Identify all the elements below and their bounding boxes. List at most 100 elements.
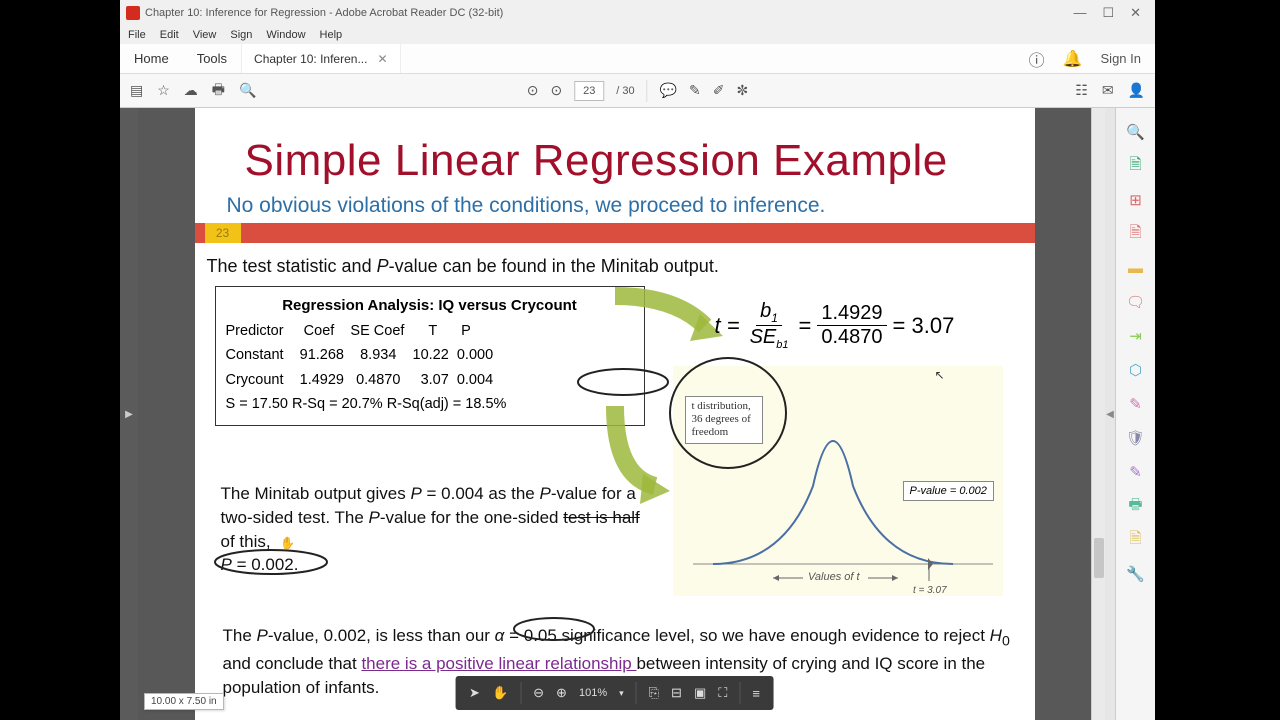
erase-icon[interactable]: ✐ — [713, 82, 725, 99]
regression-output-box: Regression Analysis: IQ versus Crycount … — [215, 286, 645, 426]
hand-tool-icon[interactable]: ✋ — [492, 685, 508, 701]
fit-visible-icon[interactable]: ▣ — [694, 685, 706, 701]
comment-icon[interactable]: 💬 — [660, 82, 677, 99]
menu-bar: File Edit View Sign Window Help — [120, 26, 1155, 44]
notification-icon[interactable]: 🔔 — [1063, 49, 1083, 69]
minimize-button[interactable]: — — [1073, 5, 1086, 21]
create-pdf-icon[interactable]: 🗎 — [1126, 224, 1146, 244]
scroll-thumb[interactable] — [1094, 538, 1104, 578]
help-icon[interactable]: ⓘ — [1029, 47, 1045, 71]
toolbar-center: ⊙ ⊙ 23 / 30 💬 ✎ ✐ ✼ — [527, 80, 748, 102]
print-icon[interactable]: 🖶 — [212, 79, 225, 103]
organize-pages-icon[interactable]: ⇥ — [1126, 326, 1146, 346]
share-icon[interactable]: ☷ — [1075, 82, 1088, 99]
fit-page-icon[interactable]: ⎘ — [649, 685, 659, 701]
tab-bar: Home Tools Chapter 10: Inferen... ✕ ⓘ 🔔 … — [120, 44, 1155, 74]
title-bar: Chapter 10: Inference for Regression - A… — [120, 0, 1155, 26]
vertical-scrollbar[interactable] — [1091, 108, 1105, 720]
tab-document[interactable]: Chapter 10: Inferen... ✕ — [241, 44, 400, 73]
cloud-icon[interactable]: ☁ — [184, 82, 198, 99]
page-down-icon[interactable]: ⊙ — [551, 82, 563, 99]
chart-note-pvalue: P-value = 0.002 — [903, 481, 994, 501]
floating-view-toolbar: ➤ ✋ ⊖ ⊕ 101% ▾ ⎘ ⊟ ▣ ⛶ ≡ — [455, 676, 774, 710]
acrobat-window: Chapter 10: Inference for Regression - A… — [120, 0, 1155, 720]
protect-icon[interactable]: 🛡 — [1126, 428, 1146, 448]
tab-close-icon[interactable]: ✕ — [377, 52, 387, 66]
menu-sign[interactable]: Sign — [230, 29, 252, 41]
right-tools-panel: 🔍 🗎 ⊞ 🗎 ▬ 🗨 ⇥ ⬡ ✎ 🛡 ✎ 🖶 🗎 🔧 — [1115, 108, 1155, 720]
circle-annotation-alpha — [511, 616, 601, 644]
combine-files-icon[interactable]: 🗨 — [1126, 292, 1146, 312]
t-statistic-formula: t = b1 SEb1 = 1.4929 0.4870 = 3.07 — [715, 300, 955, 351]
red-band — [195, 223, 1035, 243]
page-dimensions-label: 10.00 x 7.50 in — [144, 693, 224, 710]
send-print-icon[interactable]: 🖶 — [1126, 496, 1146, 516]
left-gutter[interactable]: ▶ — [120, 108, 138, 720]
more-tools-icon[interactable]: 🔧 — [1126, 564, 1146, 584]
content-area: ▶ Simple Linear Regression Example No ob… — [120, 108, 1155, 720]
mouse-cursor-icon: ↖ — [935, 368, 945, 382]
read-mode-icon[interactable]: ≡ — [752, 686, 760, 701]
email-icon[interactable]: ✉ — [1102, 82, 1114, 99]
tab-home[interactable]: Home — [120, 44, 183, 73]
menu-help[interactable]: Help — [320, 29, 343, 41]
regression-header: Predictor Coef SE Coef T P — [226, 319, 634, 344]
page-badge: 23 — [205, 223, 241, 243]
separator — [739, 682, 740, 704]
regression-row-constant: Constant 91.268 8.934 10.22 0.000 — [226, 343, 634, 368]
regression-title: Regression Analysis: IQ versus Crycount — [226, 293, 634, 319]
pdf-icon — [126, 6, 140, 20]
zoom-level[interactable]: 101% — [579, 687, 607, 699]
circle-annotation-curve — [663, 348, 803, 488]
edit-pdf-icon[interactable]: ⊞ — [1126, 190, 1146, 210]
main-toolbar: ▤ ☆ ☁ 🖶 🔍 ⊙ ⊙ 23 / 30 💬 ✎ ✐ ✼ ☷ ✉ 👤 — [120, 74, 1155, 108]
sign-in-link[interactable]: Sign In — [1101, 51, 1141, 66]
menu-edit[interactable]: Edit — [160, 29, 179, 41]
window-title: Chapter 10: Inference for Regression - A… — [145, 7, 503, 19]
page-total: / 30 — [616, 85, 634, 97]
separator — [636, 682, 637, 704]
highlight-icon[interactable]: ✎ — [689, 82, 701, 99]
tab-tools[interactable]: Tools — [183, 44, 241, 73]
close-button[interactable]: ✕ — [1130, 5, 1141, 21]
circle-annotation-pvalue — [575, 366, 675, 401]
fit-width-icon[interactable]: ⊟ — [671, 685, 682, 701]
selection-tool-icon[interactable]: ➤ — [469, 685, 480, 701]
page-up-icon[interactable]: ⊙ — [527, 82, 539, 99]
redact-icon[interactable]: ✎ — [1126, 394, 1146, 414]
separator — [647, 80, 648, 102]
separator — [520, 682, 521, 704]
page-viewport[interactable]: Simple Linear Regression Example No obvi… — [138, 108, 1091, 720]
sidebar-toggle-icon[interactable]: ▤ — [130, 82, 143, 99]
page-number-input[interactable]: 23 — [574, 81, 604, 101]
slide-subtitle: No obvious violations of the conditions,… — [227, 194, 826, 218]
slide-title: Simple Linear Regression Example — [245, 136, 948, 186]
zoom-out-icon[interactable]: ⊖ — [533, 685, 544, 701]
convert-icon[interactable]: 🗎 — [1126, 530, 1146, 550]
right-gutter[interactable]: ◀ — [1105, 108, 1115, 720]
zoom-dropdown-icon[interactable]: ▾ — [619, 688, 624, 699]
chart-t-marker: t = 3.07 — [913, 585, 947, 596]
compress-pdf-icon[interactable]: ⬡ — [1126, 360, 1146, 380]
window-controls: — ☐ ✕ — [1073, 5, 1149, 21]
pdf-page: Simple Linear Regression Example No obvi… — [195, 108, 1035, 720]
sign-icon[interactable]: ✼ — [737, 82, 749, 99]
comment-tool-icon[interactable]: ▬ — [1126, 258, 1146, 278]
chart-xlabel: Values of t — [808, 571, 861, 583]
maximize-button[interactable]: ☐ — [1102, 5, 1114, 21]
fullscreen-icon[interactable]: ⛶ — [718, 685, 727, 701]
people-icon[interactable]: 👤 — [1128, 82, 1145, 99]
star-icon[interactable]: ☆ — [157, 82, 170, 99]
menu-view[interactable]: View — [193, 29, 217, 41]
fill-sign-icon[interactable]: ✎ — [1126, 462, 1146, 482]
zoom-in-icon[interactable]: ⊕ — [556, 685, 567, 701]
body-text-1: The test statistic and P-value can be fo… — [207, 256, 719, 277]
menu-file[interactable]: File — [128, 29, 146, 41]
regression-row-crycount: Crycount 1.4929 0.4870 3.07 0.004 — [226, 368, 634, 393]
menu-window[interactable]: Window — [266, 29, 305, 41]
export-pdf-icon[interactable]: 🗎 — [1126, 156, 1146, 176]
search-icon[interactable]: 🔍 — [239, 82, 256, 99]
search-tool-icon[interactable]: 🔍 — [1126, 122, 1146, 142]
conclusion-link: there is a positive linear relationship — [361, 654, 636, 673]
tab-document-label: Chapter 10: Inferen... — [254, 52, 367, 66]
